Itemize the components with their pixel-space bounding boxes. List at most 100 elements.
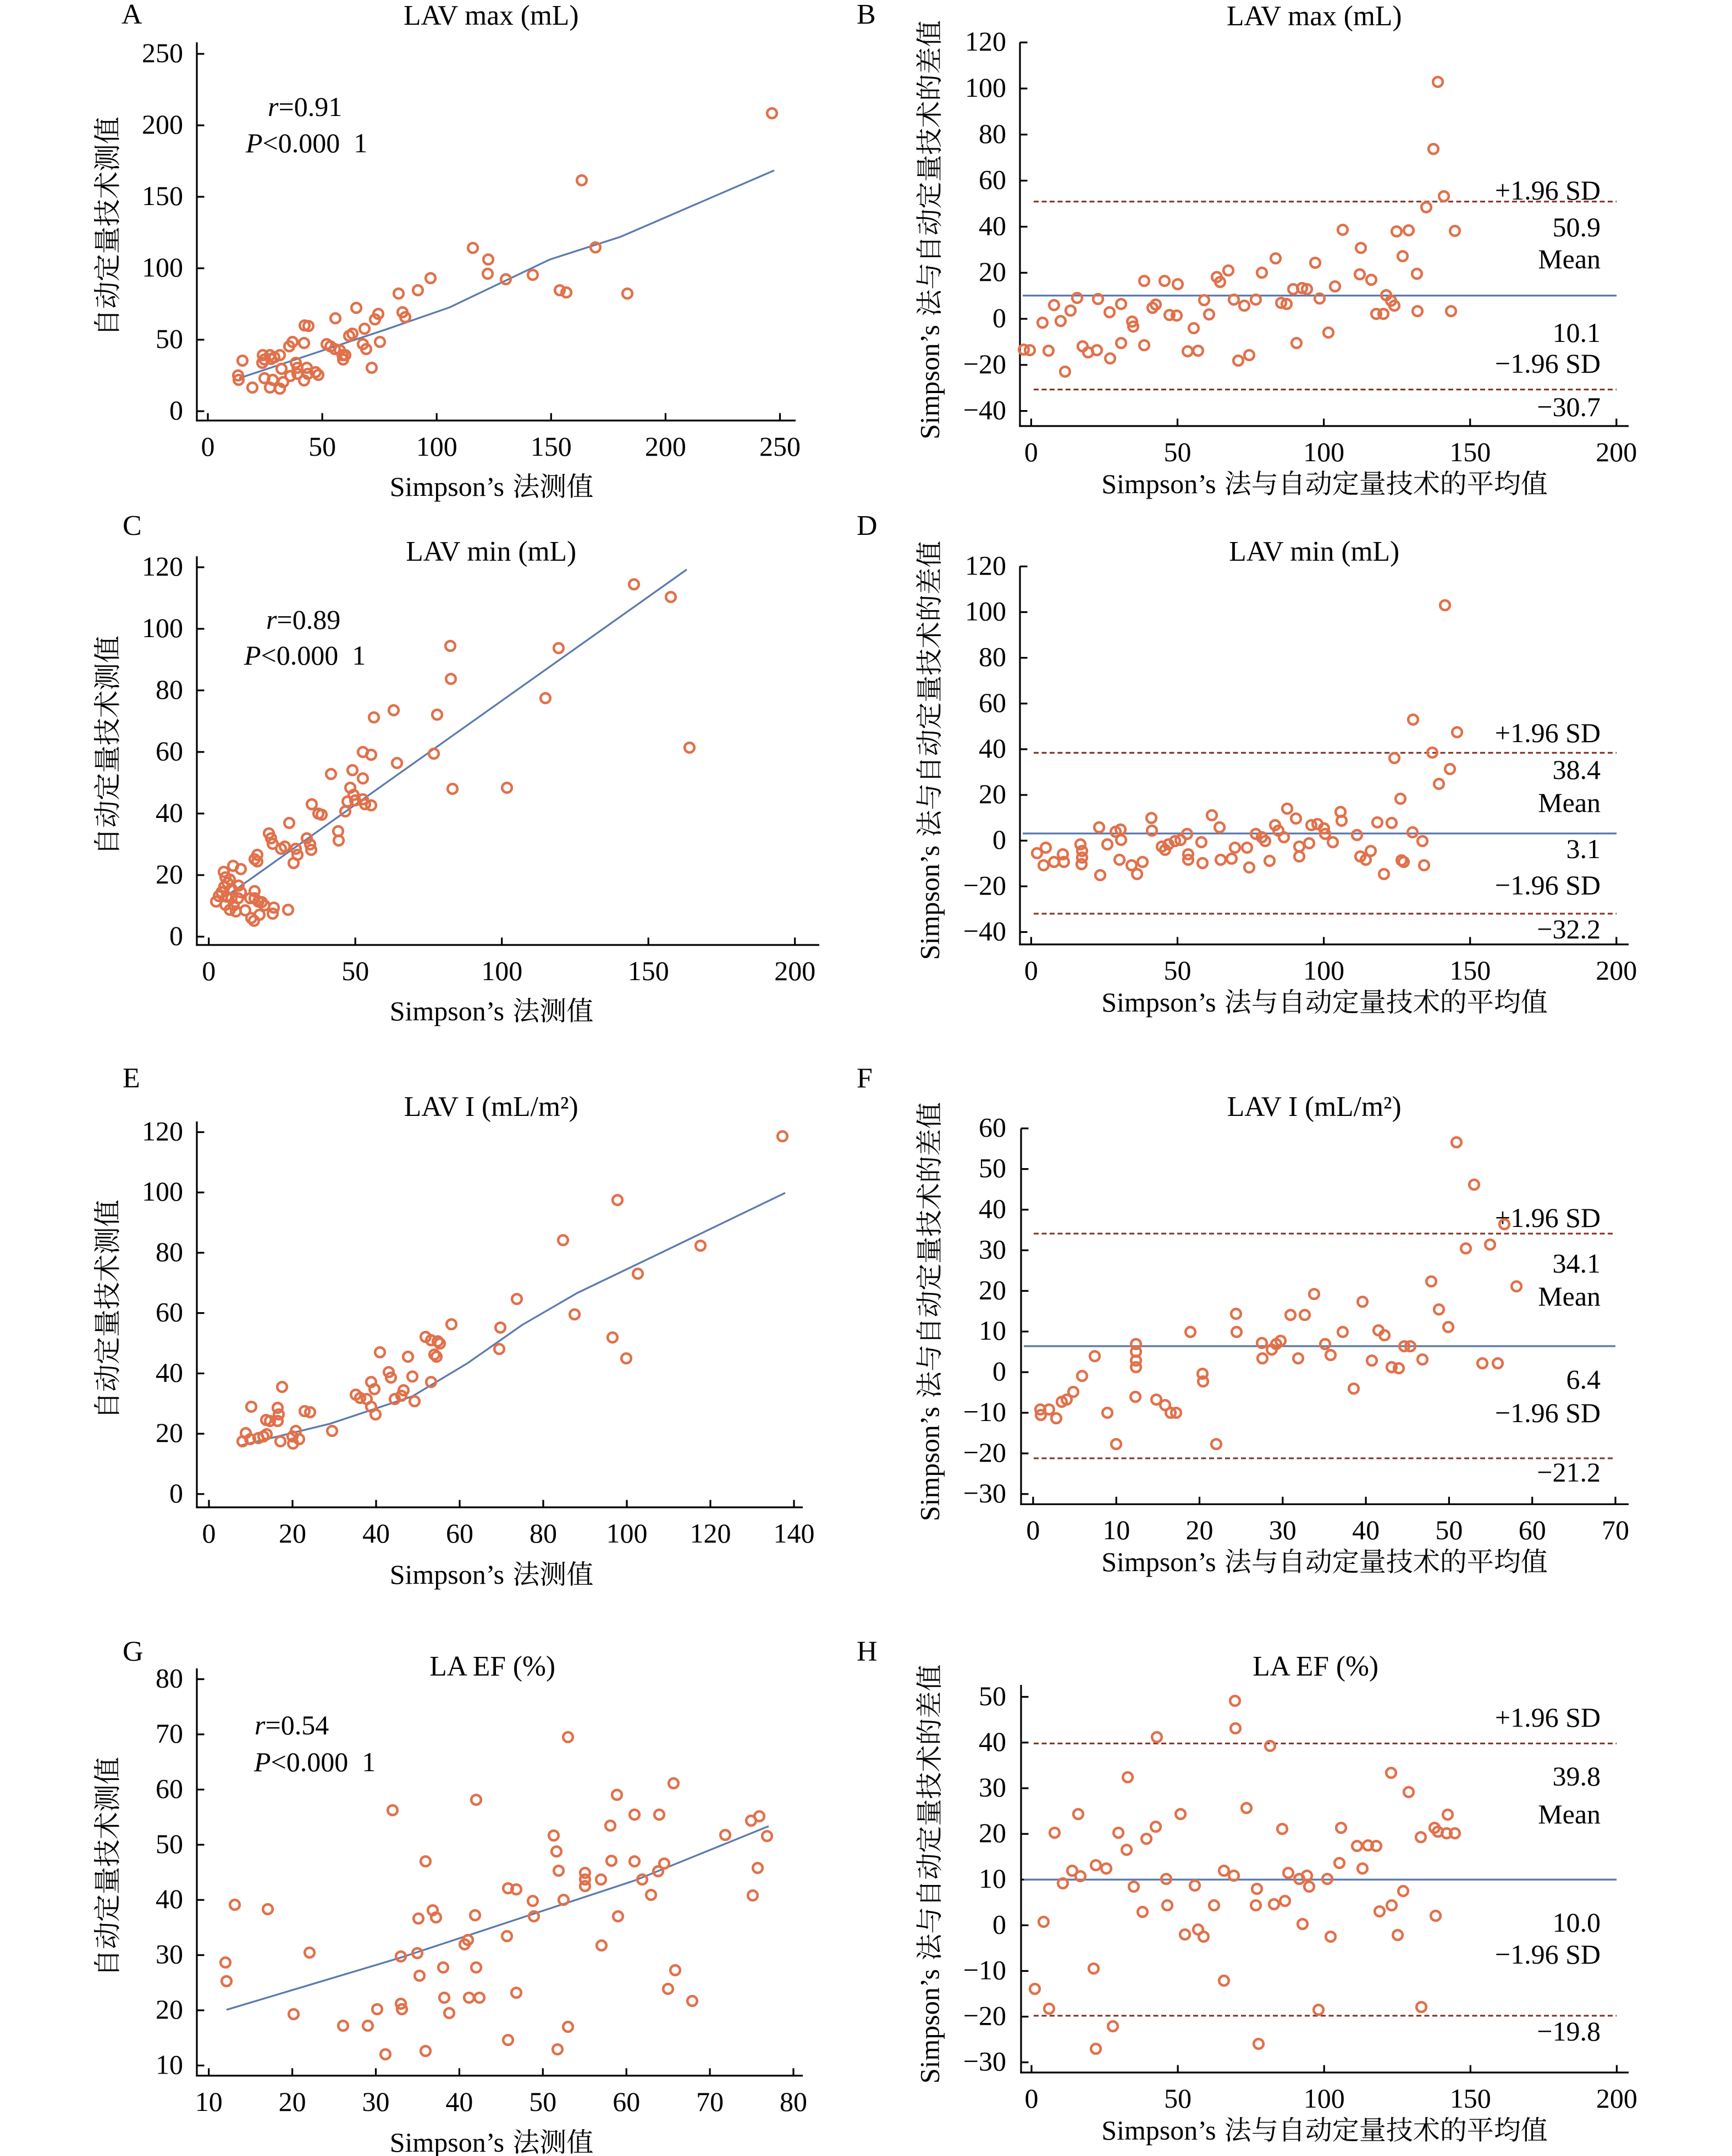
svg-text:0: 0 <box>1025 2083 1039 2114</box>
svg-text:50.9: 50.9 <box>1553 212 1601 242</box>
svg-text:=0.89: =0.89 <box>277 604 341 635</box>
svg-text:LAV min (mL): LAV min (mL) <box>406 536 576 567</box>
svg-text:Mean: Mean <box>1538 244 1601 274</box>
svg-text:40: 40 <box>979 1726 1006 1757</box>
svg-text:Mean: Mean <box>1538 1799 1601 1829</box>
svg-text:Mean: Mean <box>1538 787 1601 818</box>
svg-text:P: P <box>245 128 263 158</box>
svg-text:10.0: 10.0 <box>1553 1907 1601 1938</box>
svg-text:<0.000 1: <0.000 1 <box>261 640 366 671</box>
svg-text:50: 50 <box>341 955 369 986</box>
svg-text:−21.2: −21.2 <box>1537 1457 1601 1488</box>
svg-text:80: 80 <box>979 118 1006 149</box>
svg-text:100: 100 <box>965 72 1006 103</box>
svg-text:30: 30 <box>979 1772 1006 1803</box>
svg-text:20: 20 <box>156 1994 183 2025</box>
svg-text:80: 80 <box>156 1663 183 1694</box>
svg-text:−19.8: −19.8 <box>1537 2016 1601 2047</box>
svg-text:H: H <box>857 1636 878 1667</box>
svg-text:60: 60 <box>979 164 1006 195</box>
svg-text:50: 50 <box>529 2086 556 2117</box>
svg-text:120: 120 <box>690 1518 731 1549</box>
svg-text:150: 150 <box>628 955 669 986</box>
svg-text:=0.91: =0.91 <box>279 91 343 122</box>
svg-text:0: 0 <box>202 1518 216 1549</box>
svg-text:LAV max (mL): LAV max (mL) <box>404 0 579 31</box>
svg-text:100: 100 <box>606 1518 648 1549</box>
svg-text:=0.54: =0.54 <box>266 1710 329 1740</box>
svg-text:0: 0 <box>169 395 183 425</box>
svg-text:10: 10 <box>156 2049 183 2080</box>
svg-text:P: P <box>253 1746 271 1777</box>
svg-text:0: 0 <box>1024 436 1038 467</box>
svg-text:D: D <box>857 510 878 541</box>
svg-text:120: 120 <box>965 550 1006 581</box>
svg-text:r: r <box>255 1710 266 1740</box>
svg-text:30: 30 <box>156 1939 183 1970</box>
svg-text:100: 100 <box>416 431 457 462</box>
svg-text:20: 20 <box>156 1417 183 1448</box>
svg-text:80: 80 <box>156 674 183 705</box>
svg-text:40: 40 <box>979 210 1006 241</box>
svg-text:60: 60 <box>156 1297 183 1328</box>
svg-text:P: P <box>244 640 261 671</box>
svg-text:Simpson’s: Simpson’s <box>914 1407 945 1521</box>
svg-text:20: 20 <box>156 859 183 889</box>
svg-text:A: A <box>122 0 142 30</box>
svg-text:0: 0 <box>992 302 1006 333</box>
svg-text:Simpson’s: Simpson’s <box>914 845 945 960</box>
svg-text:100: 100 <box>1304 2083 1345 2114</box>
svg-text:−20: −20 <box>963 870 1006 900</box>
svg-text:34.1: 34.1 <box>1553 1248 1601 1279</box>
svg-text:LAV min (mL): LAV min (mL) <box>1229 536 1399 567</box>
svg-text:40: 40 <box>979 1193 1006 1224</box>
svg-text:70: 70 <box>156 1718 183 1749</box>
svg-text:50: 50 <box>156 323 183 354</box>
svg-text:60: 60 <box>156 1773 183 1804</box>
svg-text:0: 0 <box>201 431 215 462</box>
svg-text:10.1: 10.1 <box>1553 317 1601 348</box>
svg-text:200: 200 <box>1596 2083 1637 2114</box>
svg-text:50: 50 <box>1435 1514 1463 1545</box>
svg-text:20: 20 <box>979 1274 1006 1305</box>
svg-text:20: 20 <box>1186 1514 1213 1545</box>
svg-text:−20: −20 <box>963 2000 1006 2031</box>
svg-text:−32.2: −32.2 <box>1537 914 1601 944</box>
svg-text:0: 0 <box>1024 955 1038 986</box>
svg-text:40: 40 <box>445 2086 473 2117</box>
svg-text:−20: −20 <box>963 1437 1006 1468</box>
svg-text:30: 30 <box>979 1234 1006 1264</box>
svg-text:150: 150 <box>1449 955 1491 986</box>
svg-text:0: 0 <box>169 1478 183 1508</box>
svg-text:120: 120 <box>142 1116 183 1147</box>
svg-text:40: 40 <box>362 1518 390 1549</box>
svg-text:r: r <box>266 604 277 635</box>
svg-text:39.8: 39.8 <box>1553 1761 1601 1792</box>
svg-text:80: 80 <box>979 642 1006 672</box>
svg-text:20: 20 <box>279 1518 306 1549</box>
svg-text:250: 250 <box>142 37 183 68</box>
svg-text:70: 70 <box>1602 1514 1629 1545</box>
svg-text:100: 100 <box>142 1176 183 1207</box>
svg-text:C: C <box>123 510 142 541</box>
svg-text:Simpson’s: Simpson’s <box>914 1969 945 2083</box>
svg-text:50: 50 <box>1164 2083 1192 2114</box>
svg-text:100: 100 <box>481 955 522 986</box>
svg-text:G: G <box>123 1636 144 1667</box>
svg-text:−40: −40 <box>963 916 1006 947</box>
svg-text:38.4: 38.4 <box>1553 754 1601 785</box>
svg-text:F: F <box>857 1063 873 1094</box>
svg-text:0: 0 <box>202 955 216 986</box>
svg-text:20: 20 <box>979 778 1006 809</box>
svg-text:−20: −20 <box>963 349 1006 379</box>
svg-text:−30.7: −30.7 <box>1537 391 1601 422</box>
svg-text:−30: −30 <box>963 2046 1006 2077</box>
svg-text:60: 60 <box>1519 1514 1546 1545</box>
svg-text:200: 200 <box>1596 955 1637 986</box>
svg-text:200: 200 <box>645 431 686 462</box>
svg-text:70: 70 <box>696 2086 724 2117</box>
svg-text:200: 200 <box>774 955 815 986</box>
svg-text:50: 50 <box>1164 955 1192 986</box>
svg-text:−1.96 SD: −1.96 SD <box>1495 348 1601 379</box>
svg-text:100: 100 <box>142 252 183 283</box>
